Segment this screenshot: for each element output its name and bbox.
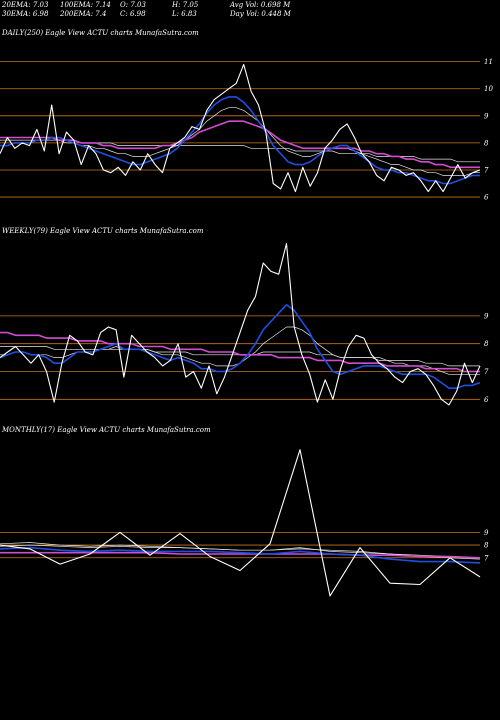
weekly-y-tick-label: 8 [484,340,489,348]
day-vol-label: Day Vol: 0.448 M [230,10,291,18]
ema30-label: 30EMA: 6.98 [2,10,49,18]
monthly-chart: 7 8 9 [0,449,489,597]
daily-y-tick-label: 9 [484,112,489,120]
low-label: L: 6.83 [172,10,197,18]
high-label: H: 7.05 [172,1,199,9]
weekly-price-line [0,243,481,406]
open-label: O: 7.03 [120,1,146,9]
close-label: C: 6.98 [120,10,146,18]
daily-chart: 6 7 8 9 10 11 [0,58,493,202]
ema100-label: 100EMA: 7.14 [60,1,111,9]
weekly-y-tick-label: 6 [484,396,489,404]
daily-y-tick-label: 7 [484,166,489,174]
monthly-ema100-line [0,542,481,559]
weekly-y-tick-label: 7 [484,368,489,376]
ema200-label: 200EMA: 7.4 [60,10,107,18]
weekly-chart-title: WEEKLY(79) Eagle View ACTU charts Munafa… [2,227,204,235]
monthly-y-tick-label: 8 [484,542,489,550]
daily-y-tick-label: 10 [484,85,493,93]
monthly-ema200-line [0,551,481,559]
daily-price-line [0,63,481,193]
daily-y-tick-label: 11 [484,58,493,66]
daily-y-tick-label: 6 [484,194,489,202]
monthly-ema20-line [0,546,481,564]
monthly-chart-title: MONTHLY(17) Eagle View ACTU charts Munaf… [2,426,211,434]
monthly-price-line [0,449,481,597]
daily-chart-title: DAILY(250) Eagle View ACTU charts Munafa… [2,29,199,37]
weekly-ema20-line [0,303,481,390]
daily-ema20-line [0,96,480,185]
daily-ema200-line [0,120,480,169]
daily-y-tick-label: 8 [484,139,489,147]
weekly-ema200-line [0,331,480,373]
ema20-label: 20EMA: 7.03 [2,1,49,9]
weekly-y-tick-label: 9 [484,312,489,320]
monthly-y-tick-label: 9 [484,529,489,537]
monthly-y-tick-label: 7 [484,554,489,562]
weekly-chart: 6 7 8 9 [0,243,489,406]
avg-vol-label: Avg Vol: 0.698 M [230,1,291,9]
